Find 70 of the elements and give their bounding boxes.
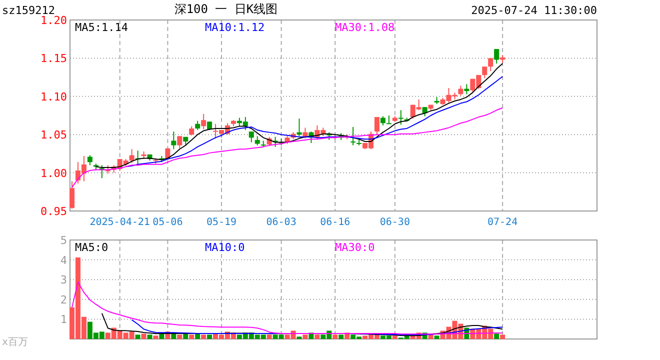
candlestick <box>374 116 380 136</box>
bar <box>302 334 308 339</box>
bar <box>183 334 188 339</box>
candlestick <box>87 154 92 166</box>
bar <box>201 334 206 339</box>
x-tick-label: 06-30 <box>380 217 410 228</box>
candlestick <box>494 48 500 64</box>
bar <box>434 336 440 339</box>
y-tick-label: 1.00 <box>40 166 67 180</box>
bar <box>266 334 272 339</box>
text: MA5:0 <box>75 241 108 254</box>
bar <box>195 334 200 339</box>
line-series <box>72 282 504 335</box>
y-tick-label: 4 <box>60 254 68 267</box>
bar <box>314 334 320 339</box>
text: MA10:1.12 <box>205 21 265 34</box>
y-tick-label: 5 <box>60 234 67 247</box>
bar <box>153 336 158 339</box>
x-tick-label: 05-06 <box>152 217 183 228</box>
line-series <box>125 76 504 168</box>
y-tick-label: 1 <box>60 313 67 326</box>
x-tick-label: 07-24 <box>488 217 518 228</box>
y-tick-label: 1.15 <box>40 52 67 66</box>
bar <box>207 334 212 339</box>
y-axis-title: x百万 <box>2 337 28 348</box>
candlestick <box>201 113 206 130</box>
candlestick <box>398 110 404 126</box>
y-tick-label: 3 <box>60 274 67 287</box>
x-tick-label: 2025-04-21 <box>90 217 150 228</box>
candlestick <box>248 131 254 143</box>
text: 2025-07-24 11:30:00 <box>471 4 597 17</box>
bar <box>338 334 344 339</box>
candlestick <box>177 136 182 149</box>
bar <box>189 334 194 339</box>
candlestick <box>488 58 494 72</box>
bar <box>332 334 338 339</box>
bar <box>392 336 398 339</box>
text: MA10:0 <box>205 241 245 254</box>
x-tick-label: 06-16 <box>320 217 350 228</box>
candlestick <box>171 131 176 150</box>
text: MA30:1.08 <box>335 21 395 34</box>
bar <box>177 334 182 339</box>
candlestick <box>350 126 356 146</box>
bar <box>159 334 164 339</box>
candlestick <box>129 148 134 164</box>
bar <box>500 334 506 339</box>
candlestick <box>189 126 194 136</box>
y-tick-label: 2 <box>60 293 67 306</box>
candlestick <box>70 180 74 210</box>
text: sz159212 <box>2 4 55 17</box>
candlestick <box>195 120 200 131</box>
x-tick-label: 05-19 <box>206 217 237 228</box>
bar <box>135 334 140 339</box>
chart-title: 深100 一 日K线图 <box>174 2 278 16</box>
y-tick-label: 0.95 <box>40 205 67 218</box>
bar <box>147 334 152 339</box>
y-tick-label: 1.10 <box>40 90 67 104</box>
candlestick <box>458 85 464 96</box>
y-tick-label: 1.20 <box>40 14 67 27</box>
bar <box>141 334 146 339</box>
text: MA5:1.14 <box>75 21 128 34</box>
y-tick-label: 1.05 <box>40 128 67 142</box>
candlestick <box>482 66 488 79</box>
candlestick <box>254 136 260 146</box>
candlestick <box>422 106 428 117</box>
bar <box>171 334 176 339</box>
text: MA30:0 <box>335 241 375 254</box>
bar <box>494 334 500 339</box>
x-tick-label: 06-03 <box>266 217 296 228</box>
candlestick <box>380 116 386 126</box>
